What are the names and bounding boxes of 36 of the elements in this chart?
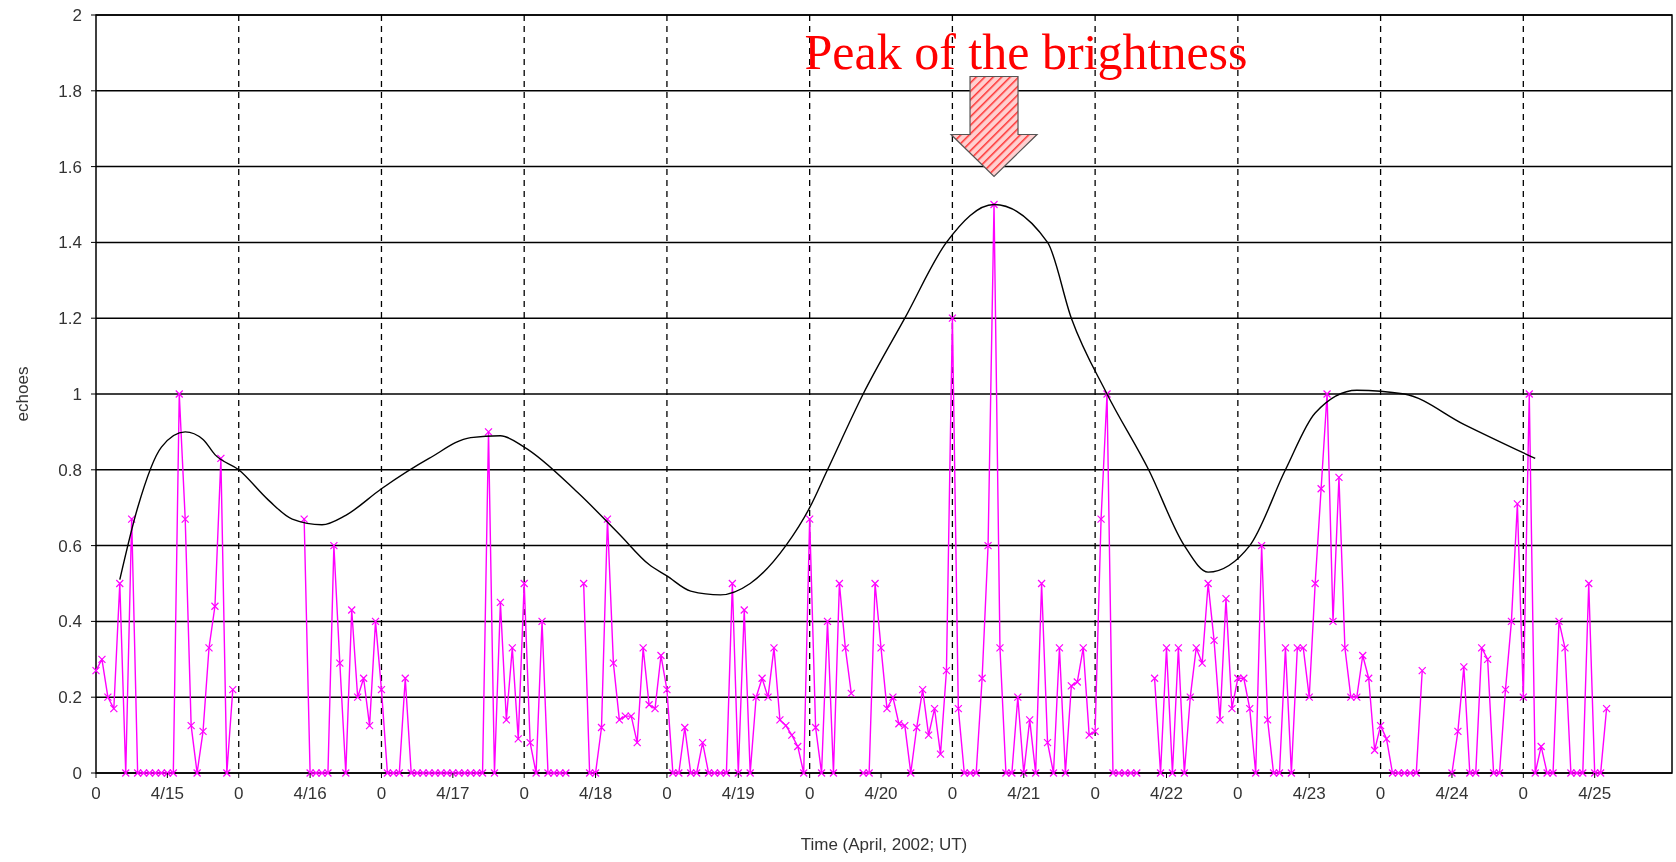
x-tick-label: 4/24 — [1435, 784, 1469, 803]
x-axis-title: Time (April, 2002; UT) — [800, 835, 968, 854]
x-tick-label: 4/22 — [1149, 784, 1184, 803]
x-tick-label: 4/18 — [579, 784, 613, 803]
x-tick-label: 0 — [804, 784, 815, 803]
y-tick-label: 1.8 — [58, 81, 82, 101]
y-tick-label: 2 — [72, 6, 82, 25]
x-tick-label: 0 — [1090, 784, 1100, 803]
y-axis-title: echoes — [13, 366, 32, 422]
x-tick-label: 4/25 — [1578, 784, 1612, 803]
x-tick-label: 4/16 — [293, 784, 327, 803]
x-tick-label: 4/17 — [436, 784, 470, 803]
x-tick-label: 0 — [376, 784, 387, 803]
x-tick-label: 0 — [234, 784, 244, 803]
x-tick-label: 4/19 — [721, 784, 755, 803]
y-tick-label: 0 — [72, 764, 82, 783]
y-tick-label: 0.4 — [58, 612, 82, 632]
x-tick-label: 0 — [947, 784, 958, 803]
x-tick-label: 0 — [519, 784, 529, 803]
x-tick-label: 4/23 — [1292, 784, 1326, 803]
x-tick-label: 0 — [1518, 784, 1529, 803]
x-tick-label: 0 — [91, 784, 101, 803]
y-tick-label: 1.6 — [58, 157, 82, 177]
x-tick-label: 0 — [1375, 784, 1386, 803]
y-tick-label: 1.2 — [58, 309, 82, 329]
y-tick-label: 1 — [72, 385, 82, 404]
y-tick-label: 0.8 — [58, 460, 82, 480]
x-tick-label: 4/21 — [1007, 784, 1041, 803]
y-tick-label: 0.6 — [58, 536, 82, 556]
x-tick-label: 0 — [1233, 784, 1243, 803]
annotation: Peak of the brightness — [804, 23, 1248, 80]
x-tick-label: 4/15 — [150, 784, 184, 803]
x-tick-label: 4/20 — [864, 784, 898, 803]
x-tick-label: 0 — [662, 784, 672, 803]
y-tick-label: 0.2 — [58, 688, 82, 708]
y-tick-label: 1.4 — [58, 233, 82, 253]
